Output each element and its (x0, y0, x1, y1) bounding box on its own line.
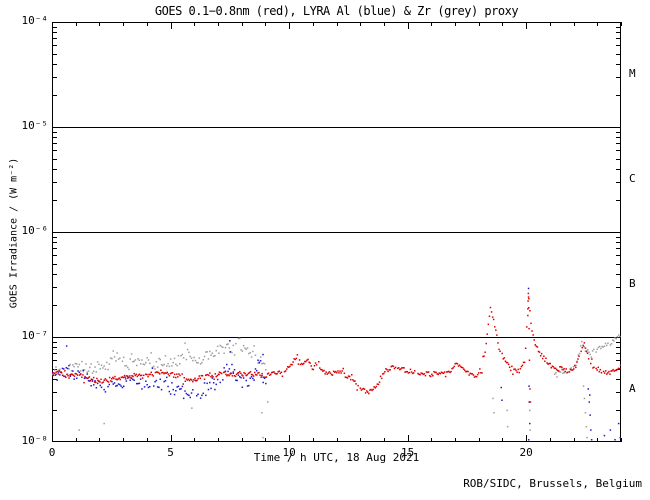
credit-text: ROB/SIDC, Brussels, Belgium (463, 477, 642, 490)
series-lyra-zr-proxy (52, 334, 621, 439)
y-tick-label: 10⁻⁷ (21, 329, 49, 342)
flare-class-label: M (629, 66, 636, 80)
series-goes-0-1-0-8nm (52, 292, 621, 403)
y-ticks (52, 27, 621, 411)
flare-class-label: A (629, 381, 636, 395)
y-tick-label: 10⁻⁵ (21, 119, 49, 132)
x-tick-label: 0 (48, 446, 56, 459)
y-tick-label: 10⁻⁶ (21, 224, 49, 237)
x-tick-label: 15 (401, 446, 415, 459)
x-tick-label: 10 (282, 446, 296, 459)
x-tick-label: 20 (519, 446, 533, 459)
x-tick-label: 5 (167, 446, 174, 459)
y-tick-label: 10⁻⁴ (21, 14, 49, 27)
x-ticks (52, 22, 622, 442)
x-axis-label: Time / h UTC, 18 Aug 2021 (253, 451, 420, 464)
flare-class-label: B (629, 276, 636, 290)
chart-title: GOES 0.1−0.8nm (red), LYRA Al (blue) & Z… (154, 4, 519, 18)
y-tick-label: 10⁻⁸ (21, 434, 49, 447)
series-lyra-al-proxy (52, 287, 621, 441)
flare-class-label: C (629, 171, 636, 185)
